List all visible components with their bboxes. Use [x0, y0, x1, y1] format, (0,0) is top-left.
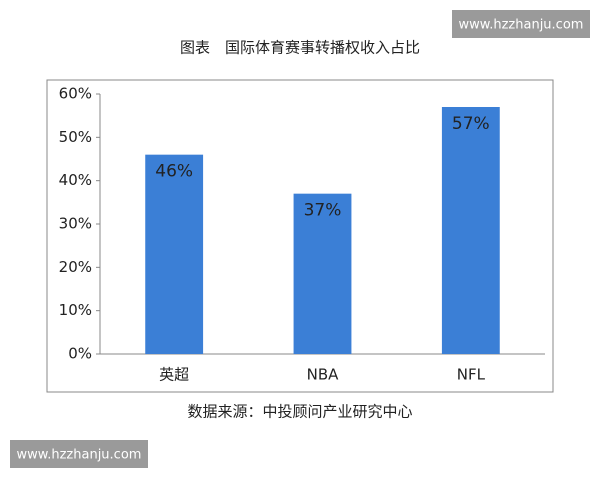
- y-tick-label: 10%: [59, 301, 92, 319]
- y-tick-label: 20%: [59, 258, 92, 276]
- y-tick-label: 30%: [59, 215, 92, 233]
- x-tick-label: NBA: [307, 366, 340, 384]
- watermark-box: [10, 440, 148, 468]
- value-label: 46%: [155, 162, 193, 182]
- value-label: 57%: [452, 114, 490, 134]
- chart-frame: [46, 79, 554, 393]
- x-tick-label: 英超: [159, 366, 189, 384]
- x-tick-label: NFL: [457, 366, 486, 384]
- source-note: 数据来源：中投顾问产业研究中心: [187, 403, 412, 421]
- bar: [145, 154, 204, 354]
- bar: [441, 107, 500, 354]
- y-tick-label: 0%: [68, 345, 92, 363]
- watermark-box: [452, 10, 590, 38]
- y-tick-label: 60%: [59, 85, 92, 103]
- chart-title: 图表 国际体育赛事转播权收入占比: [180, 39, 420, 57]
- y-tick-label: 40%: [59, 171, 92, 189]
- watermark: www.hzzhanju.com: [17, 448, 142, 463]
- y-tick-label: 50%: [59, 128, 92, 146]
- value-label: 37%: [304, 201, 342, 221]
- watermark: www.hzzhanju.com: [459, 18, 584, 33]
- bar: [293, 193, 352, 354]
